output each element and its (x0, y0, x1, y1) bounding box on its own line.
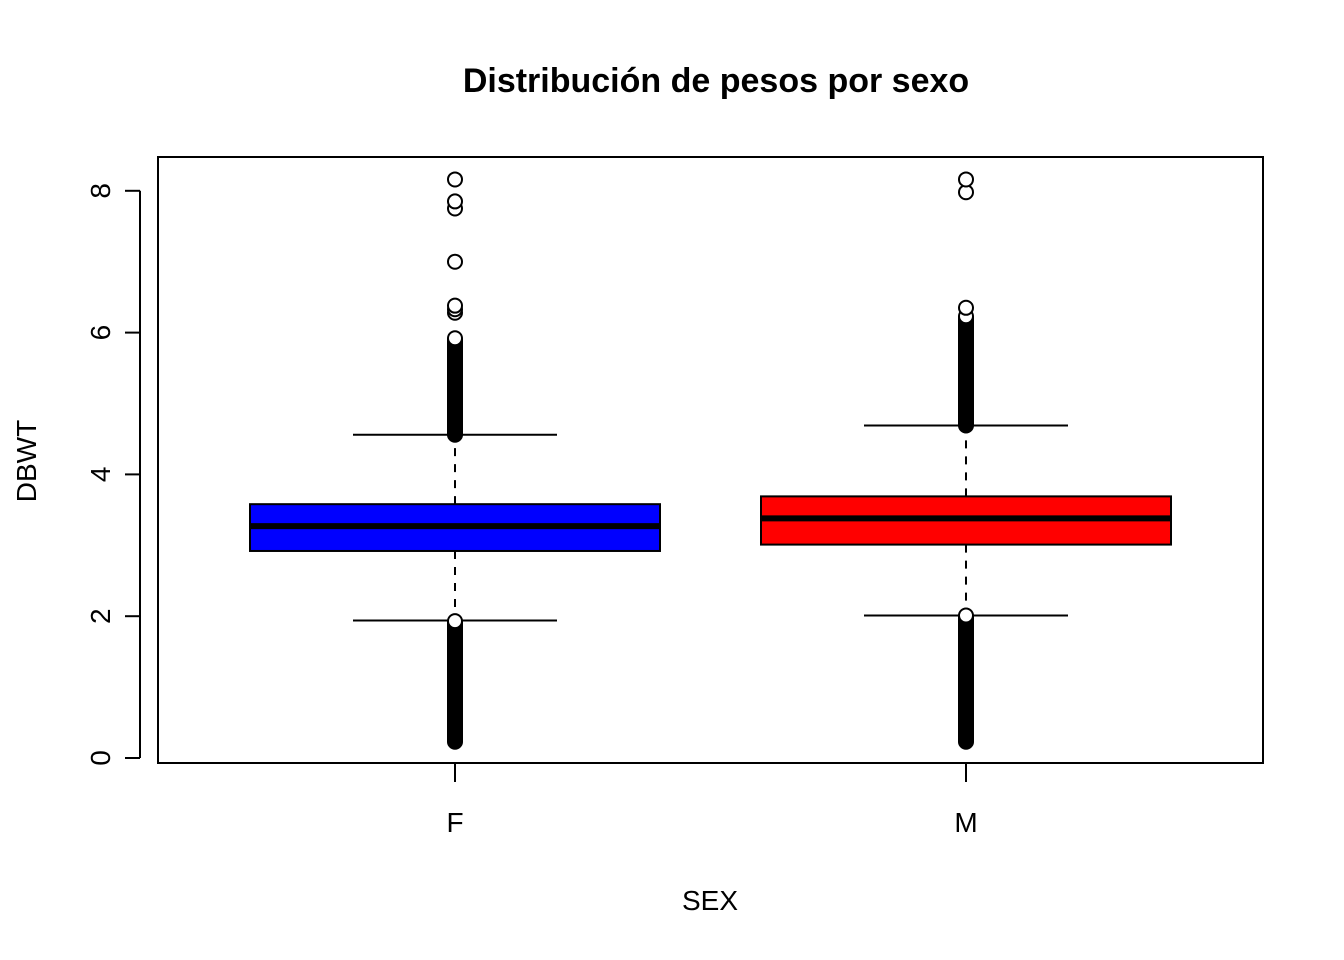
y-tick-label-6: 6 (85, 325, 116, 341)
outlier-point (447, 613, 463, 630)
outliers-low-M (958, 607, 974, 750)
outlier-point (447, 171, 463, 188)
outlier-point (958, 607, 974, 624)
outliers-high-F (447, 171, 463, 321)
outliers-low-F (447, 613, 463, 750)
y-tick-label-4: 4 (85, 467, 116, 483)
y-axis-label: DBWT (11, 420, 42, 502)
box-group-M (760, 171, 1172, 750)
outlier-point (958, 299, 974, 316)
plot-layer (249, 171, 1172, 750)
outliers-high-dense-F (447, 330, 463, 443)
outlier-point (958, 171, 974, 188)
x-tick-label-M: M (954, 807, 977, 838)
outlier-point (447, 193, 463, 210)
y-tick-label-2: 2 (85, 608, 116, 624)
outlier-point (447, 330, 463, 347)
plot-frame (157, 156, 1264, 764)
y-tick-label-0: 0 (85, 750, 116, 766)
outliers-high-dense-M (958, 308, 974, 434)
x-tick-label-F: F (446, 807, 463, 838)
y-axis: 0 2 4 6 8 (85, 183, 141, 766)
box-group-F (249, 171, 661, 750)
chart-title: Distribución de pesos por sexo (463, 62, 969, 100)
y-tick-label-8: 8 (85, 183, 116, 199)
outlier-point (447, 297, 463, 314)
outliers-high-M (958, 171, 974, 316)
x-axis-label: SEX (682, 885, 738, 916)
outlier-point (447, 253, 463, 270)
